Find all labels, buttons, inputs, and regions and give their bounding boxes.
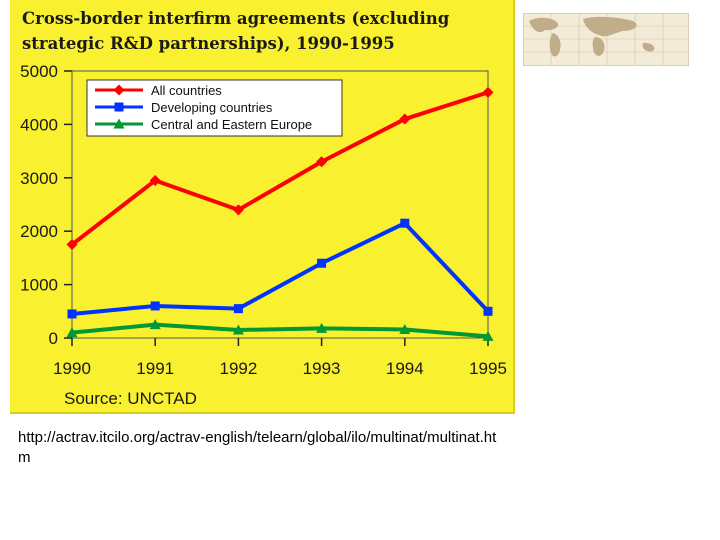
x-tick-label: 1991	[136, 359, 174, 378]
legend-item: Central and Eastern Europe	[95, 117, 312, 132]
data-point	[67, 309, 77, 319]
legend-item: Developing countries	[95, 100, 273, 115]
world-map-icon	[523, 13, 689, 66]
x-tick-label: 1995	[469, 359, 507, 378]
data-point	[149, 319, 161, 330]
y-tick-label: 0	[49, 329, 58, 348]
data-point	[482, 86, 494, 98]
series-line	[71, 322, 489, 339]
y-tick-label: 3000	[20, 169, 58, 188]
legend-label: Developing countries	[151, 100, 273, 115]
data-point	[317, 258, 327, 268]
axes: 5000 4000 3000 2000 1000 0 1990 1991 1992 1993 199…	[20, 62, 507, 378]
series-layer	[66, 86, 494, 341]
x-tick-label: 1994	[386, 359, 424, 378]
y-tick-label: 5000	[20, 62, 58, 81]
chart-panel: Cross-border interfirm agreements (exclu…	[10, 0, 515, 414]
chart-title-line-1: Cross-border interfirm agreements (exclu…	[22, 9, 450, 28]
series-2	[66, 319, 494, 341]
source-url[interactable]: http://actrav.itcilo.org/actrav-english/…	[18, 429, 497, 466]
legend-marker	[114, 102, 124, 112]
data-point	[399, 323, 411, 334]
series-1	[67, 218, 493, 319]
data-point	[232, 204, 244, 216]
x-tick-label: 1993	[303, 359, 341, 378]
x-tick-label: 1992	[219, 359, 257, 378]
data-point	[316, 156, 328, 168]
data-point	[232, 324, 244, 335]
legend-item: All countries	[95, 83, 222, 98]
y-tick-label: 2000	[20, 222, 58, 241]
series-0	[66, 86, 494, 251]
data-point	[316, 322, 328, 333]
source-note: Source: UNCTAD	[64, 389, 197, 408]
legend-label: All countries	[151, 83, 222, 98]
y-tick-label: 1000	[20, 276, 58, 295]
data-point	[150, 301, 160, 311]
x-tick-label: 1990	[53, 359, 91, 378]
data-point	[66, 327, 78, 338]
series-line	[70, 90, 489, 247]
data-point	[233, 304, 243, 314]
legend: All countries Developing countries Central…	[86, 79, 343, 137]
legend-label: Central and Eastern Europe	[151, 117, 312, 132]
data-point	[399, 113, 411, 125]
data-point	[482, 330, 494, 341]
chart-title: Cross-border interfirm agreements (exclu…	[22, 6, 502, 56]
data-point	[149, 174, 161, 186]
legend-marker	[113, 118, 125, 129]
legend-marker	[113, 84, 125, 96]
series-line	[71, 221, 490, 316]
data-point	[483, 306, 493, 316]
data-point	[400, 218, 410, 228]
data-point	[66, 239, 78, 251]
y-tick-label: 4000	[20, 115, 58, 134]
line-chart: 5000 4000 3000 2000 1000 0 1990 1991 1992 1993 199…	[20, 62, 507, 408]
plot-frame	[71, 70, 489, 339]
chart-title-line-2: strategic R&D partnerships), 1990-1995	[22, 34, 395, 53]
